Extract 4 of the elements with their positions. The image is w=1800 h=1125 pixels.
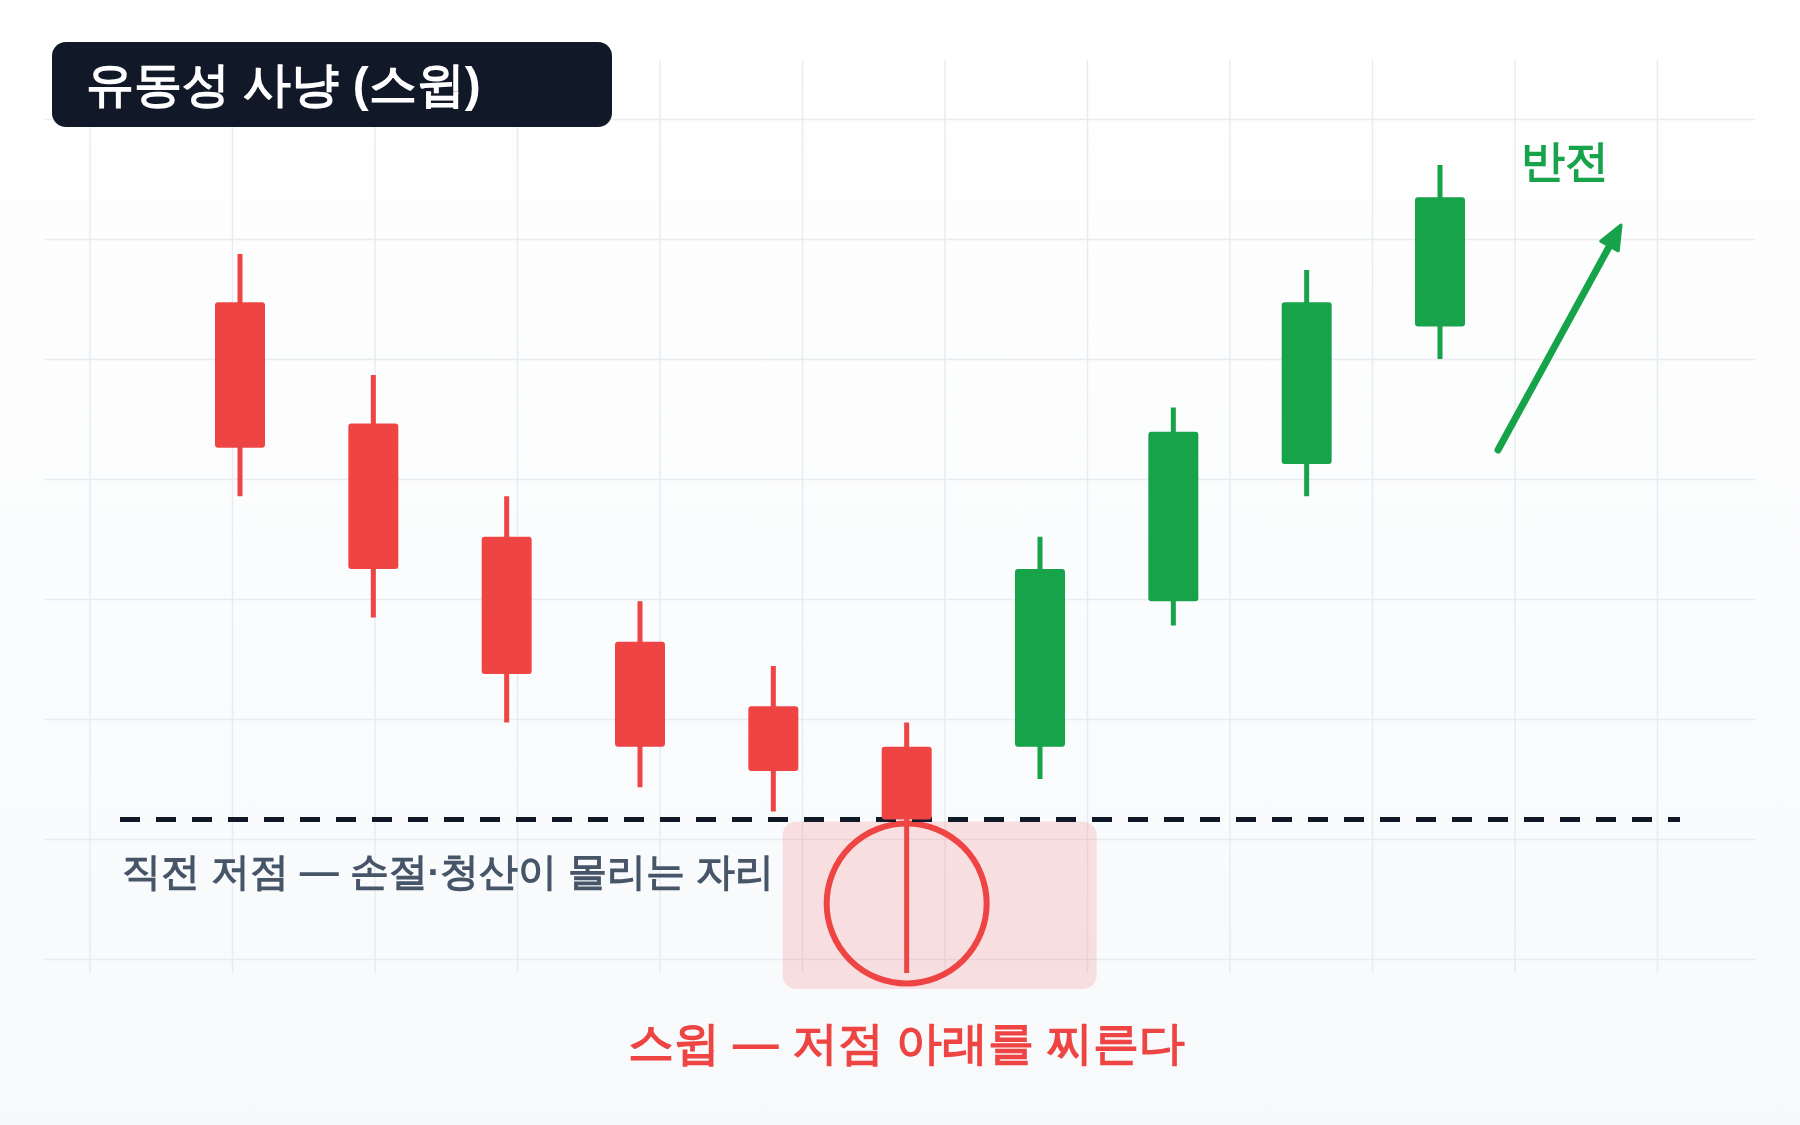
title: 유동성 사냥 (스윕) <box>52 42 612 127</box>
annotation: 스윕 — 저점 아래를 찌른다 <box>628 1017 1186 1069</box>
annotation: 반전 <box>1521 136 1609 185</box>
chart-title: 유동성 사냥 (스윕) <box>86 58 481 111</box>
